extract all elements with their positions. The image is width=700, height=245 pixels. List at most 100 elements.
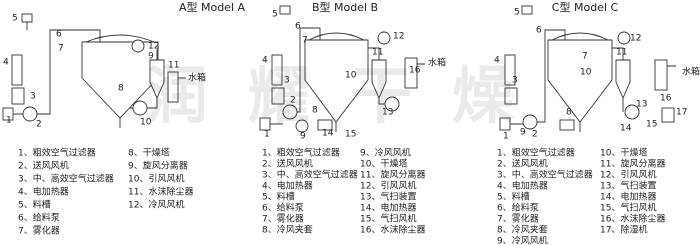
part-label: 5 bbox=[272, 10, 278, 20]
part-label: 17 bbox=[676, 108, 687, 118]
legend-item: 5、料槽 bbox=[497, 191, 530, 203]
legend-item: 12、引风风机 bbox=[360, 180, 416, 192]
part-label: 4 bbox=[3, 58, 9, 68]
part-label: 8 bbox=[118, 84, 124, 94]
part-label: 9 bbox=[520, 128, 526, 138]
legend-item: 10、引风风机 bbox=[128, 173, 184, 185]
part-label: 3 bbox=[284, 76, 290, 86]
part-label: 7 bbox=[582, 52, 588, 62]
legend-item: 6、给料泵 bbox=[497, 202, 539, 214]
part-label: 16 bbox=[660, 94, 672, 104]
part-label: 水箱 bbox=[682, 66, 700, 78]
diagram-a bbox=[2, 13, 186, 128]
legend-item: 3、中、高效空气过滤器 bbox=[262, 169, 358, 181]
legend-item: 4、电加热器 bbox=[18, 186, 69, 198]
part-label: 9 bbox=[148, 52, 154, 62]
legend-item: 13、气扫装置 bbox=[600, 180, 656, 192]
legend-item: 9、冷风风机 bbox=[360, 147, 411, 159]
part-label: 1 bbox=[503, 132, 509, 142]
part-label: 14 bbox=[620, 124, 632, 134]
part-label: 2 bbox=[36, 120, 42, 130]
part-label: 11 bbox=[372, 48, 383, 58]
part-label: 4 bbox=[494, 56, 500, 66]
part-label: 水箱 bbox=[428, 57, 446, 69]
legend-item: 13、气扫装置 bbox=[360, 191, 416, 203]
legend-item: 7、雾化器 bbox=[262, 213, 304, 225]
legend-item: 9、冷风风机 bbox=[497, 235, 548, 245]
legend-item: 15、气扫风机 bbox=[360, 213, 416, 225]
legend-item: 10、干燥塔 bbox=[360, 158, 407, 170]
part-label: 3 bbox=[512, 76, 518, 86]
legend-item: 3、中、高效空气过滤器 bbox=[18, 173, 114, 185]
diagram-b bbox=[259, 5, 425, 133]
part-label: 13 bbox=[382, 108, 393, 118]
legend-item: 14、电加热器 bbox=[360, 202, 416, 214]
part-label: 15 bbox=[345, 130, 356, 140]
part-label: 2 bbox=[290, 96, 296, 106]
part-label: 水箱 bbox=[188, 72, 206, 84]
legend-item: 12、冷风风机 bbox=[128, 199, 184, 211]
legend-item: 2、送风风机 bbox=[262, 158, 313, 170]
part-label: 4 bbox=[262, 56, 268, 66]
part-label: 16 bbox=[409, 66, 421, 76]
part-label: 11 bbox=[168, 61, 179, 71]
legend-item: 6、给料泵 bbox=[18, 212, 60, 224]
legend-item: 7、雾化器 bbox=[18, 225, 60, 237]
part-label: 9 bbox=[300, 132, 306, 142]
part-label: 10 bbox=[345, 71, 357, 81]
part-label: 12 bbox=[630, 34, 641, 44]
watermark: 润耀干燥 bbox=[146, 59, 554, 132]
legend-item: 14、电加热器 bbox=[600, 191, 656, 203]
legend-item: 1、粗效空气过滤器 bbox=[18, 147, 96, 159]
model-title: C型 Model C bbox=[552, 0, 619, 14]
legend-item: 5、料槽 bbox=[18, 199, 51, 211]
part-label: 6 bbox=[536, 26, 542, 36]
model-title: B型 Model B bbox=[312, 0, 378, 14]
diagram-c bbox=[499, 5, 676, 132]
part-label: 14 bbox=[322, 129, 334, 139]
legend-item: 2、送风风机 bbox=[497, 158, 548, 170]
legend-item: 11、水沫除尘器 bbox=[128, 186, 193, 198]
legend-item: 6、给料泵 bbox=[262, 202, 304, 214]
legend-item: 4、电加热器 bbox=[262, 180, 313, 192]
part-label: 1 bbox=[264, 130, 270, 140]
part-label: 2 bbox=[532, 130, 538, 140]
legend-item: 3、中、高效空气过滤器 bbox=[497, 169, 593, 181]
legend-item: 8、冷风夹套 bbox=[497, 224, 548, 236]
legend-item: 4、电加热器 bbox=[497, 180, 548, 192]
part-label: 10 bbox=[140, 118, 152, 128]
part-label: 7 bbox=[302, 36, 308, 46]
legend-item: 9、旋风分离器 bbox=[128, 160, 188, 172]
legend-item: 11、旋风分离器 bbox=[600, 158, 665, 170]
part-label: 13 bbox=[636, 100, 647, 110]
legend-item: 8、冷风夹套 bbox=[262, 224, 313, 236]
part-label: 15 bbox=[646, 120, 657, 130]
part-label: 1 bbox=[6, 116, 12, 126]
part-label: 3 bbox=[30, 92, 36, 102]
part-label: 11 bbox=[616, 48, 627, 58]
legend-item: 7、雾化器 bbox=[497, 213, 539, 225]
legend-item: 5、料槽 bbox=[262, 191, 295, 203]
legend-item: 11、旋风分离器 bbox=[360, 169, 425, 181]
legend-item: 1、粗效空气过滤器 bbox=[497, 147, 575, 159]
part-label: 8 bbox=[566, 108, 572, 118]
part-label: 5 bbox=[12, 14, 18, 24]
part-label: 10 bbox=[580, 68, 592, 78]
legend-item: 15、气扫风机 bbox=[600, 202, 656, 214]
legend-item: 8、干燥塔 bbox=[128, 147, 170, 159]
legend-item: 12、引风风机 bbox=[600, 169, 656, 181]
part-label: 7 bbox=[58, 44, 64, 54]
part-label: 6 bbox=[56, 30, 62, 40]
part-label: 8 bbox=[312, 106, 318, 116]
legend-item: 17、除湿机 bbox=[600, 224, 647, 236]
legend-item: 1、粗效空气过滤器 bbox=[262, 147, 340, 159]
legend-item: 16、水沫除尘器 bbox=[360, 224, 425, 236]
part-label: 5 bbox=[514, 8, 520, 18]
part-label: 6 bbox=[295, 22, 301, 32]
legend-item: 2、送风风机 bbox=[18, 160, 69, 172]
part-label: 12 bbox=[393, 32, 404, 42]
part-label: 12 bbox=[148, 42, 159, 52]
legend-item: 16、水沫除尘器 bbox=[600, 213, 665, 225]
model-title: A型 Model A bbox=[179, 0, 246, 14]
